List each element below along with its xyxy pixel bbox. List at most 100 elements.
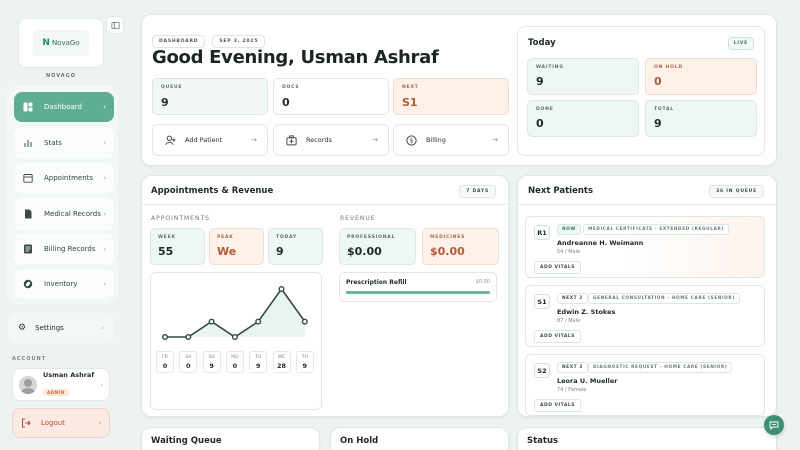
sidebar-toggle-icon [110,21,120,29]
appointments-revenue-panel: Appointments & Revenue 7 DAYS APPOINTMEN… [141,175,509,417]
arrow-right-icon: → [492,136,498,144]
revenue-label: REVENUE [340,215,376,222]
billing-button[interactable]: $ Billing → [393,124,509,156]
chat-button[interactable] [764,415,784,435]
range-chip[interactable]: 7 DAYS [459,185,496,198]
queue-count-chip: 36 IN QUEUE [709,185,764,198]
chart-point-th [301,318,308,325]
settings-button[interactable]: ⚙ Settings › [8,313,114,343]
section-title: Next Patients [528,186,594,196]
sidebar-item-label: Appointments [44,173,94,182]
section-title: Appointments & Revenue [151,186,274,196]
logo[interactable]: N NovaGo [18,18,104,68]
sidebar-item-label: Dashboard [44,102,82,111]
logout-label: Logout [41,419,65,427]
stat-value: $0.00 [430,245,465,258]
rx-name: Prescription Refill [346,279,407,286]
sidebar-item-label: Billing Records [44,244,96,253]
day-label: TU [255,355,262,360]
user-name: Usman Ashraf [43,371,95,379]
visit-type: MEDICAL CERTIFICATE - EXTENDED (REGULAR) [583,224,729,235]
stat-key: MEDICINES [430,235,466,240]
patient-name: Leora U. Mueller [557,377,618,385]
role-badge: ADMIN [43,389,69,396]
rx-progress-fill [346,291,490,294]
sidebar-item-inventory[interactable]: Inventory › [14,269,114,299]
peak-stat: PEAK We [209,228,264,265]
logout-icon [21,418,31,428]
waiting-queue-panel: Waiting Queue [141,427,320,450]
day-cell-su: SU 9 [202,351,221,373]
professional-revenue-stat: PROFESSIONAL $0.00 [339,228,416,265]
chevron-right-icon: › [103,245,106,253]
day-value: 0 [162,362,168,370]
patient-tag: NEXT 2 [557,293,588,304]
patient-name: Edwin Z. Stokes [557,308,616,316]
patient-code: S2 [534,363,550,378]
chart-point-su [208,318,215,325]
line-chart [161,285,308,341]
chevron-right-icon: › [103,210,106,218]
patient-meta: 74 / Female [557,387,587,393]
next-stat: NEXT S1 [393,78,509,115]
user-card[interactable]: Usman Ashraf ADMIN › [12,368,110,401]
week-stat: WEEK 55 [150,228,205,265]
day-cell-th: TH 9 [295,351,314,373]
stat-key: TODAY [276,235,297,240]
next-patients-panel: Next Patients 36 IN QUEUE R1 NOW MEDICAL… [517,175,777,417]
add-vitals-button[interactable]: ADD VITALS [534,399,581,412]
stat-key: PROFESSIONAL [347,235,396,240]
appointments-chart: FR 0 SA 0 SU 9 MO 0 TU 9 WE 28 TH 9 [150,272,322,410]
inventory-icon [22,278,34,290]
day-value: 9 [209,362,214,370]
add-patient-button[interactable]: Add Patient → [152,124,268,156]
sidebar-item-medical-records[interactable]: Medical Records › [14,198,114,230]
medicines-revenue-stat: MEDICINES $0.00 [422,228,499,265]
stat-value: 9 [654,117,662,130]
sidebar-item-stats[interactable]: Stats › [14,128,114,158]
patient-card[interactable]: R1 NOW MEDICAL CERTIFICATE - EXTENDED (R… [525,216,765,278]
chevron-right-icon: › [103,280,106,288]
visit-type: GENERAL CONSULTATION - HOME CARE (SENIOR… [588,293,740,304]
logout-button[interactable]: Logout › [12,408,110,438]
welcome-panel: DASHBOARD SEP 3, 2025 Good Evening, Usma… [141,14,777,166]
records-button[interactable]: Records → [273,124,389,156]
patient-card[interactable]: S1 NEXT 2 GENERAL CONSULTATION - HOME CA… [525,285,765,347]
stat-value: 55 [158,245,174,258]
chevron-right-icon: › [101,324,104,332]
divider [518,204,776,205]
day-label: FR [162,355,168,360]
stat-value: 0 [282,96,290,109]
action-label: Records [306,136,332,144]
today-title: Today [528,38,556,48]
sidebar-item-appointments[interactable]: Appointments › [14,163,114,193]
stat-value: 0 [654,75,662,88]
stat-key: DONE [536,107,554,112]
chart-point-mo [231,334,238,341]
add-vitals-button[interactable]: ADD VITALS [534,261,581,274]
sidebar-item-label: Inventory [44,279,78,288]
sidebar-item-label: Stats [44,138,62,147]
day-cell-fr: FR 0 [156,351,174,373]
day-label: WE [277,355,286,360]
collapse-sidebar-button[interactable] [106,16,124,34]
patient-card[interactable]: S2 NEXT 3 DIAGNOSTIC REQUEST - HOME CARE… [525,354,765,416]
chevron-right-icon: › [103,103,106,111]
prescription-refill-item: Prescription Refill $0.00 [339,272,497,302]
done-stat: DONE 0 [527,100,639,137]
stat-value: 9 [161,96,169,109]
day-value: 0 [232,362,238,370]
add-vitals-button[interactable]: ADD VITALS [534,330,581,343]
stat-value: 0 [536,117,544,130]
stat-key: WAITING [536,65,564,70]
stat-key: ON HOLD [654,65,683,70]
chart-point-we [278,285,285,292]
gear-icon: ⚙ [18,323,27,333]
action-label: Add Patient [185,136,223,144]
chart-point-sa [185,334,192,341]
sidebar-item-billing-records[interactable]: Billing Records › [14,234,114,264]
arrow-right-icon: → [372,136,378,144]
action-label: Billing [426,136,446,144]
sidebar-item-dashboard[interactable]: Dashboard › [14,92,114,122]
patient-name: Andreanne H. Weimann [557,239,644,247]
